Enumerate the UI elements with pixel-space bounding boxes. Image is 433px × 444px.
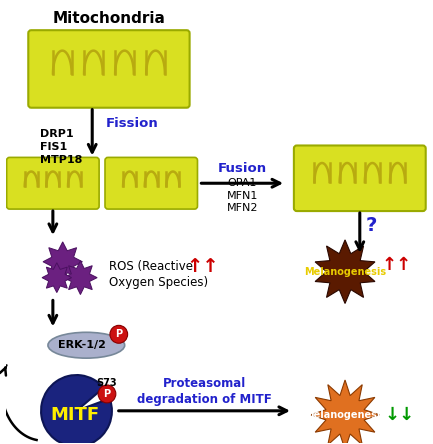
Polygon shape: [43, 242, 82, 281]
Text: OPA1
MFN1
MFN2: OPA1 MFN1 MFN2: [226, 178, 258, 213]
Circle shape: [98, 385, 116, 403]
FancyBboxPatch shape: [105, 158, 197, 209]
Text: ?: ?: [366, 217, 377, 235]
Polygon shape: [315, 240, 375, 304]
FancyBboxPatch shape: [6, 158, 99, 209]
Text: ↑↑: ↑↑: [186, 257, 219, 276]
FancyBboxPatch shape: [28, 30, 190, 108]
Ellipse shape: [48, 332, 125, 358]
Circle shape: [110, 325, 128, 343]
Text: S73: S73: [97, 378, 117, 388]
Text: ROS (Reactive
Oxygen Species): ROS (Reactive Oxygen Species): [109, 260, 208, 289]
Text: DRP1
FIS1
MTP18: DRP1 FIS1 MTP18: [40, 129, 82, 165]
Polygon shape: [310, 380, 379, 444]
Text: Melanogenesis: Melanogenesis: [304, 267, 386, 277]
Text: P: P: [103, 389, 110, 399]
Text: ↓↓: ↓↓: [384, 406, 414, 424]
Text: Melanogenesis: Melanogenesis: [304, 410, 386, 420]
Text: Mitochondria: Mitochondria: [52, 12, 165, 26]
Text: Fusion: Fusion: [218, 162, 267, 175]
Polygon shape: [64, 261, 97, 294]
Text: Fission: Fission: [106, 117, 159, 130]
Polygon shape: [42, 263, 71, 293]
FancyBboxPatch shape: [294, 146, 426, 211]
Text: MITF: MITF: [50, 406, 99, 424]
Wedge shape: [41, 375, 112, 444]
Text: ↑↑: ↑↑: [381, 256, 411, 274]
Text: Proteasomal
degradation of MITF: Proteasomal degradation of MITF: [137, 377, 272, 406]
Text: ERK-1/2: ERK-1/2: [58, 340, 107, 350]
Text: P: P: [115, 329, 123, 339]
